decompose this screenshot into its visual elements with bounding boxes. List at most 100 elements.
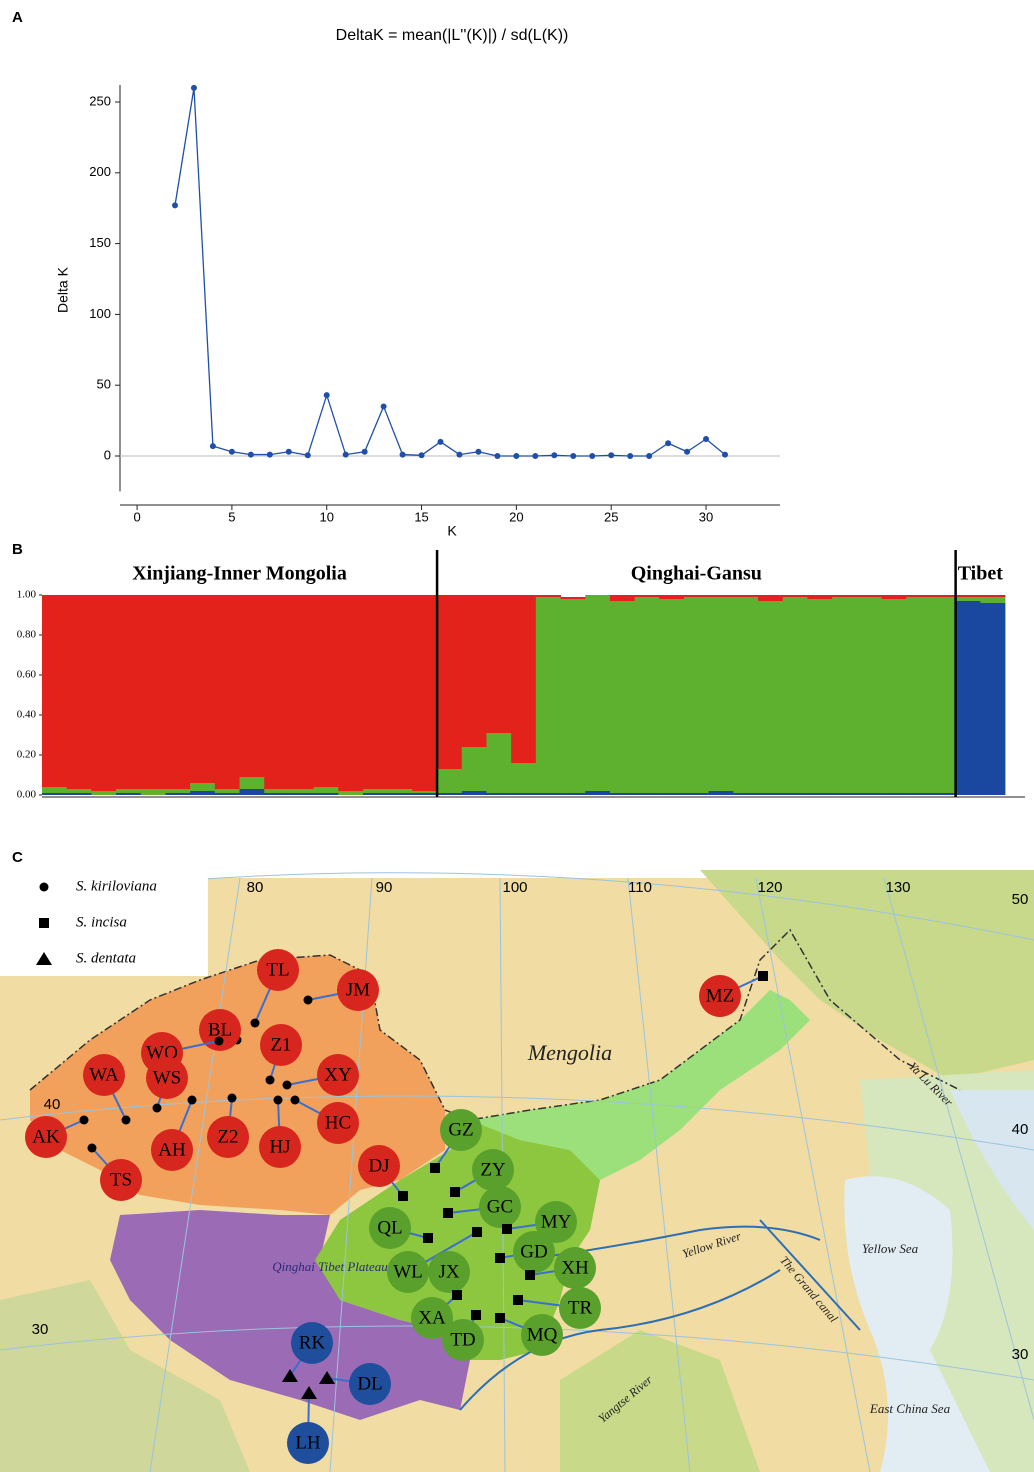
longitude-label: 120 [757,879,782,896]
x-tick-label: 5 [228,509,235,524]
bar-segment [314,793,339,795]
bar-segment [91,791,116,795]
bar-segment [733,595,758,597]
data-point [608,452,614,458]
population-label: DL [357,1373,382,1394]
bar-segment [659,595,684,599]
bar-segment [906,793,931,795]
longitude-label: 130 [885,879,910,896]
bar-segment [511,595,536,763]
population-label: GD [520,1241,547,1262]
bar-segment [585,595,610,791]
bar-segment [215,789,240,793]
population-label: AK [32,1126,60,1147]
y-tick-label: 100 [89,306,111,321]
bar-segment [141,789,166,795]
population-label: Z1 [270,1034,291,1055]
data-point [722,452,728,458]
bar-segment [388,793,413,795]
bar-segment [536,595,561,597]
y-tick-label: 0.00 [17,789,37,801]
bar-segment [857,793,882,795]
data-point [400,452,406,458]
bar-segment [363,595,388,789]
bar-segment [931,597,956,793]
sample-marker [452,1290,462,1300]
bar-segment [462,791,487,795]
population-label: TS [110,1169,132,1190]
data-point [191,85,197,91]
data-point [438,439,444,445]
bar-segment [807,793,832,795]
data-line [175,88,725,456]
bar-segment [832,595,857,597]
data-point [684,449,690,455]
sample-marker [495,1313,505,1323]
bar-segment [561,597,586,599]
bar-segment [980,597,1005,603]
page: {"chart_data": [ {"type": "line", "label… [0,0,1034,1472]
population-label: XY [324,1064,352,1085]
sample-marker [304,996,313,1005]
bar-segment [67,793,92,795]
place-label: East China Sea [869,1401,951,1416]
bar-segment [67,595,92,789]
bar-segment [388,595,413,789]
data-point [248,452,254,458]
bar-segment [141,595,166,789]
bar-segment [733,793,758,795]
longitude-label: 110 [628,879,652,896]
sample-marker [274,1096,283,1105]
sample-marker [215,1037,224,1046]
data-point [551,452,557,458]
bar-segment [486,733,511,793]
x-tick-label: 30 [699,509,713,524]
bar-segment [264,793,289,795]
bar-segment [264,595,289,789]
bar-segment [585,791,610,795]
sample-marker [291,1096,300,1105]
bar-segment [42,787,67,793]
data-point [229,449,235,455]
population-label: MZ [706,985,735,1006]
population-label: JM [346,979,370,1000]
population-label: WL [393,1261,423,1282]
bar-segment [807,599,832,793]
y-tick-label: 200 [89,164,111,179]
bar-segment [165,595,190,789]
bar-segment [758,793,783,795]
bar-segment [931,595,956,597]
bar-segment [511,763,536,793]
longitude-label: 100 [502,879,527,896]
bar-segment [906,597,931,793]
population-label: WA [89,1064,119,1085]
data-point [627,453,633,459]
population-label: XH [561,1257,589,1278]
population-label: TR [568,1297,593,1318]
bar-segment [289,789,314,793]
y-tick-label: 50 [97,377,111,392]
bar-segment [42,793,67,795]
bar-segment [190,791,215,795]
bar-segment [42,595,67,787]
bar-segment [314,787,339,793]
place-label: Yellow Sea [862,1241,919,1256]
y-tick-label: 0.40 [17,709,37,721]
y-tick-label: 0.80 [17,629,37,641]
population-label: XA [418,1307,446,1328]
sample-marker [430,1163,440,1173]
bar-segment [882,595,907,599]
y-tick-label: 0.60 [17,669,37,681]
bar-segment [165,789,190,793]
bar-segment [857,595,882,597]
bar-segment [659,793,684,795]
sample-marker [228,1094,237,1103]
sample-marker [758,971,768,981]
bar-segment [758,601,783,793]
bar-segment [931,793,956,795]
bar-segment [412,595,437,791]
bar-segment [437,595,462,769]
sample-marker [472,1227,482,1237]
sample-marker [398,1191,408,1201]
bar-segment [561,599,586,793]
